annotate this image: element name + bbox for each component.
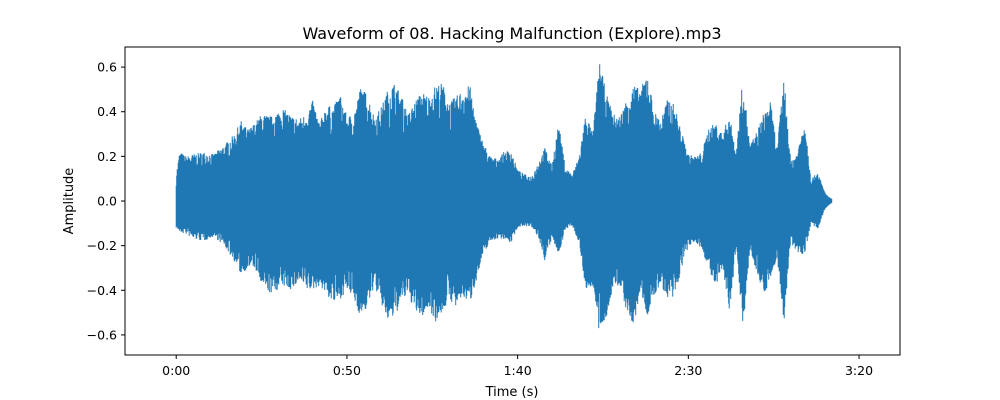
x-tick-label: 3:20 bbox=[845, 363, 873, 378]
chart-title: Waveform of 08. Hacking Malfunction (Exp… bbox=[302, 24, 721, 43]
y-axis-label: Amplitude bbox=[62, 168, 77, 235]
y-tick-label: −0.4 bbox=[87, 283, 117, 298]
y-tick-label: 0.0 bbox=[97, 194, 117, 209]
y-tick-label: −0.2 bbox=[87, 238, 117, 253]
x-axis: 0:00 0:50 1:40 2:30 3:20 bbox=[162, 355, 873, 378]
y-tick-label: 0.6 bbox=[97, 60, 117, 75]
x-tick-label: 2:30 bbox=[674, 363, 702, 378]
x-tick-label: 1:40 bbox=[504, 363, 532, 378]
y-tick-label: −0.6 bbox=[87, 327, 117, 342]
x-axis-label: Time (s) bbox=[485, 385, 539, 400]
plot-area bbox=[175, 64, 833, 329]
x-tick-label: 0:00 bbox=[162, 363, 190, 378]
y-tick-label: 0.2 bbox=[97, 149, 117, 164]
waveform-line bbox=[175, 64, 833, 329]
y-tick-label: 0.4 bbox=[97, 104, 117, 119]
y-axis: 0.6 0.4 0.2 0.0 −0.2 −0.4 −0.6 bbox=[87, 60, 125, 342]
x-tick-label: 0:50 bbox=[333, 363, 361, 378]
